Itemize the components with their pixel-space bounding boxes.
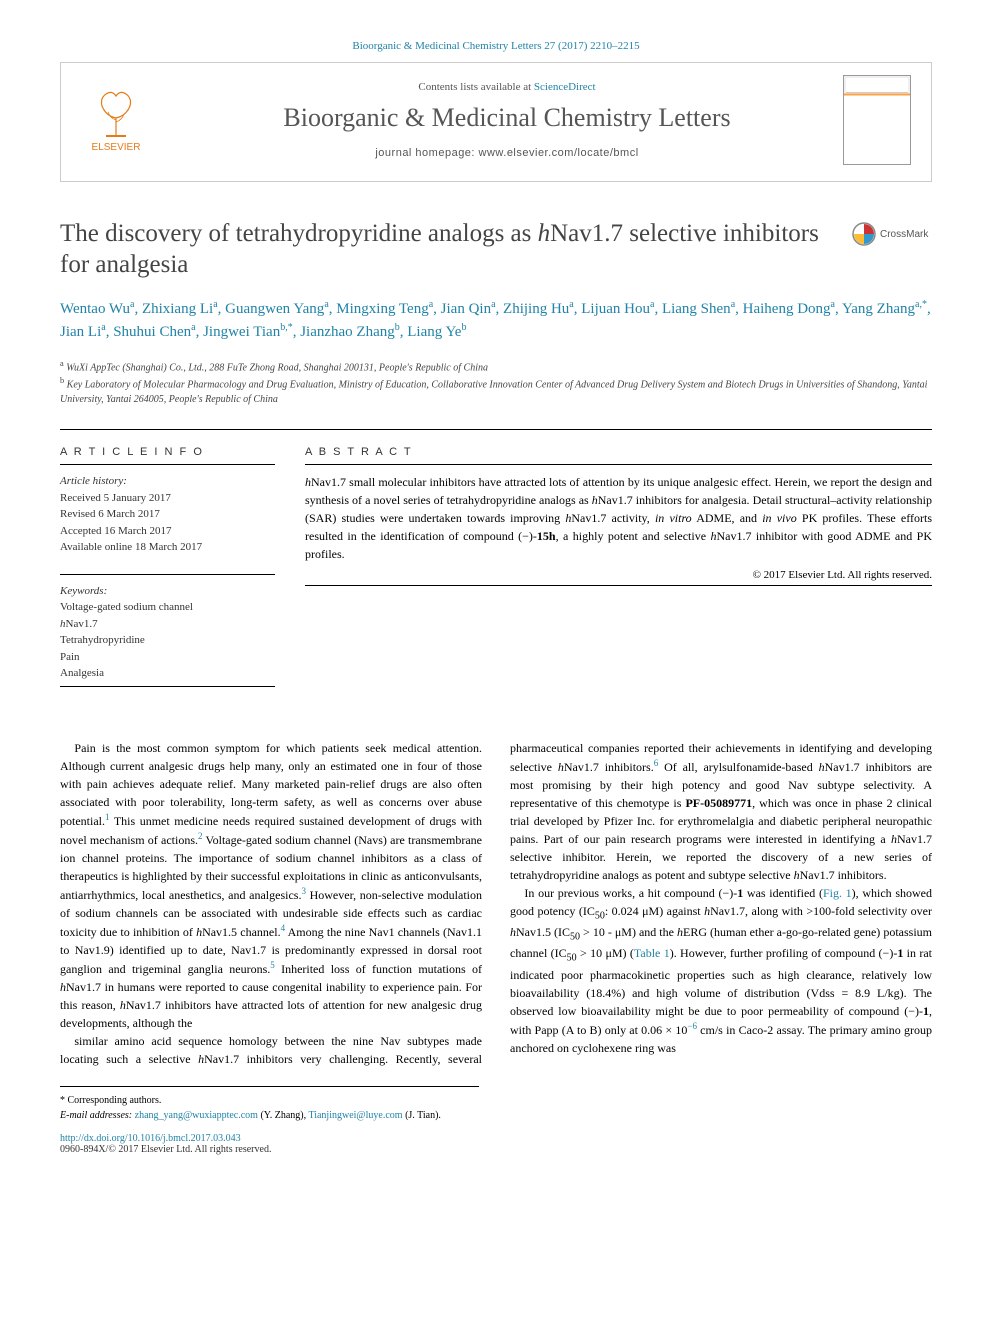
tree-icon — [92, 88, 140, 138]
affiliation-b: Key Laboratory of Molecular Pharmacology… — [60, 379, 927, 405]
article-info-column: A R T I C L E I N F O Article history: R… — [60, 446, 275, 695]
accepted-date: Accepted 16 March 2017 — [60, 525, 172, 537]
crossmark-icon — [852, 222, 876, 246]
divider — [60, 429, 932, 430]
avail-text: Contents lists available at — [418, 81, 533, 93]
abstract-column: A B S T R A C T hNav1.7 small molecular … — [305, 446, 932, 695]
publisher-name: ELSEVIER — [81, 142, 151, 153]
body-text: Pain is the most common symptom for whic… — [60, 739, 932, 1068]
footnotes: * Corresponding authors. E-mail addresse… — [60, 1086, 479, 1123]
doi-line: http://dx.doi.org/10.1016/j.bmcl.2017.03… — [60, 1133, 932, 1144]
corresponding-note: * Corresponding authors. — [60, 1093, 479, 1108]
received-date: Received 5 January 2017 — [60, 492, 171, 504]
email-link[interactable]: Tianjingwei@luye.com — [308, 1110, 402, 1121]
page: Bioorganic & Medicinal Chemistry Letters… — [0, 0, 992, 1215]
keyword: Voltage-gated sodium channel — [60, 601, 193, 613]
email-link[interactable]: zhang_yang@wuxiapptec.com — [135, 1110, 258, 1121]
rights-line: 0960-894X/© 2017 Elsevier Ltd. All right… — [60, 1144, 932, 1155]
keyword: Pain — [60, 651, 80, 663]
keyword: Tetrahydropyridine — [60, 634, 145, 646]
citation-line: Bioorganic & Medicinal Chemistry Letters… — [60, 40, 932, 52]
abstract-text: hNav1.7 small molecular inhibitors have … — [305, 473, 932, 563]
crossmark-label: CrossMark — [880, 229, 928, 240]
journal-homepage: journal homepage: www.elsevier.com/locat… — [171, 147, 843, 159]
journal-cover-thumb — [843, 75, 911, 165]
crossmark-badge[interactable]: CrossMark — [852, 222, 932, 246]
body-paragraph: In our previous works, a hit compound (−… — [510, 884, 932, 1057]
publisher-logo: ELSEVIER — [81, 88, 151, 153]
available-line: Contents lists available at ScienceDirec… — [171, 81, 843, 93]
keyword: hNav1.7 — [60, 618, 98, 630]
sciencedirect-link[interactable]: ScienceDirect — [534, 81, 596, 93]
journal-name: Bioorganic & Medicinal Chemistry Letters — [171, 103, 843, 133]
keywords-block: Keywords: Voltage-gated sodium channel h… — [60, 574, 275, 687]
article-history: Article history: Received 5 January 2017… — [60, 473, 275, 556]
keyword: Analgesia — [60, 667, 104, 679]
body-paragraph: Pain is the most common symptom for whic… — [60, 739, 482, 1032]
abstract-heading: A B S T R A C T — [305, 446, 932, 458]
affiliation-a: WuXi AppTec (Shanghai) Co., Ltd., 288 Fu… — [66, 362, 488, 373]
keywords-label: Keywords: — [60, 585, 107, 597]
doi-link[interactable]: http://dx.doi.org/10.1016/j.bmcl.2017.03… — [60, 1133, 241, 1144]
article-title: The discovery of tetrahydropyridine anal… — [60, 218, 838, 281]
affiliations: a WuXi AppTec (Shanghai) Co., Ltd., 288 … — [60, 358, 932, 408]
online-date: Available online 18 March 2017 — [60, 541, 202, 553]
author-list: Wentao Wua, Zhixiang Lia, Guangwen Yanga… — [60, 297, 932, 344]
email-line: E-mail addresses: zhang_yang@wuxiapptec.… — [60, 1108, 479, 1123]
history-label: Article history: — [60, 475, 127, 487]
journal-header: ELSEVIER Contents lists available at Sci… — [60, 62, 932, 182]
revised-date: Revised 6 March 2017 — [60, 508, 160, 520]
abstract-copyright: © 2017 Elsevier Ltd. All rights reserved… — [305, 569, 932, 581]
header-center: Contents lists available at ScienceDirec… — [171, 81, 843, 159]
info-heading: A R T I C L E I N F O — [60, 446, 275, 458]
